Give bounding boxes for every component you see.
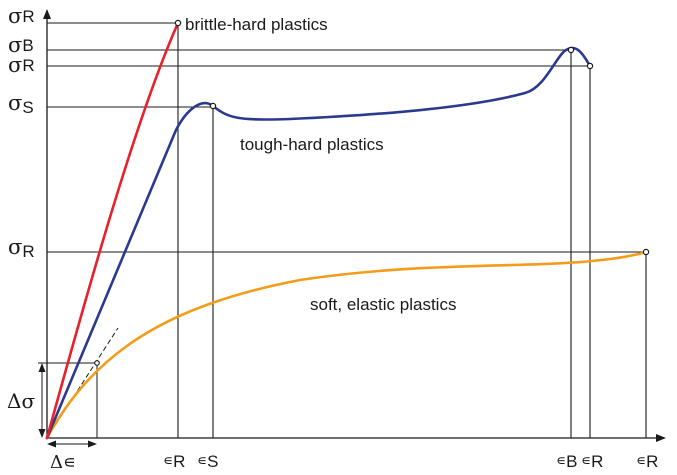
y-label-sigma-s: σS bbox=[8, 91, 34, 117]
delta-eps-arrowhead-left bbox=[47, 440, 56, 448]
delta-eps-arrowhead-right bbox=[88, 440, 97, 448]
x-axis-arrow bbox=[656, 434, 666, 442]
x-label-eps-b: ∊B bbox=[556, 452, 577, 471]
tough-break-point bbox=[586, 62, 594, 70]
x-label-delta-eps: Δ∊ bbox=[50, 452, 76, 473]
brittle-hard-curve bbox=[45, 21, 180, 440]
tough-yield-point bbox=[209, 102, 217, 110]
soft-elastic-curve bbox=[45, 250, 648, 440]
delta-sigma-arrowhead-up bbox=[38, 363, 46, 372]
y-label-sigma-r-tough: σR bbox=[8, 53, 35, 77]
tough-max-point bbox=[567, 46, 575, 54]
brittle-curve-label: brittle-hard plastics bbox=[185, 15, 328, 34]
x-label-eps-r-soft: ∊R bbox=[636, 452, 658, 471]
delta-sigma-arrowhead-down bbox=[38, 429, 46, 438]
y-axis-arrow bbox=[43, 9, 51, 19]
tangent-line bbox=[46, 327, 119, 439]
brittle-break-point bbox=[174, 19, 182, 27]
delta-corner-point bbox=[94, 360, 100, 366]
x-label-eps-r-brittle: ∊R bbox=[163, 452, 185, 471]
y-label-sigma-b: σB bbox=[8, 33, 34, 57]
soft-curve-label: soft, elastic plastics bbox=[310, 295, 456, 314]
x-label-eps-r-tough: ∊R bbox=[581, 452, 603, 471]
y-label-delta-sigma: Δσ bbox=[7, 389, 35, 413]
tough-curve-label: tough-hard plastics bbox=[240, 135, 384, 154]
y-label-sigma-r-brittle: σR bbox=[8, 4, 35, 28]
soft-break-point bbox=[642, 248, 650, 256]
x-label-eps-s: ∊S bbox=[197, 452, 218, 471]
y-label-sigma-r-soft: σR bbox=[8, 235, 35, 261]
